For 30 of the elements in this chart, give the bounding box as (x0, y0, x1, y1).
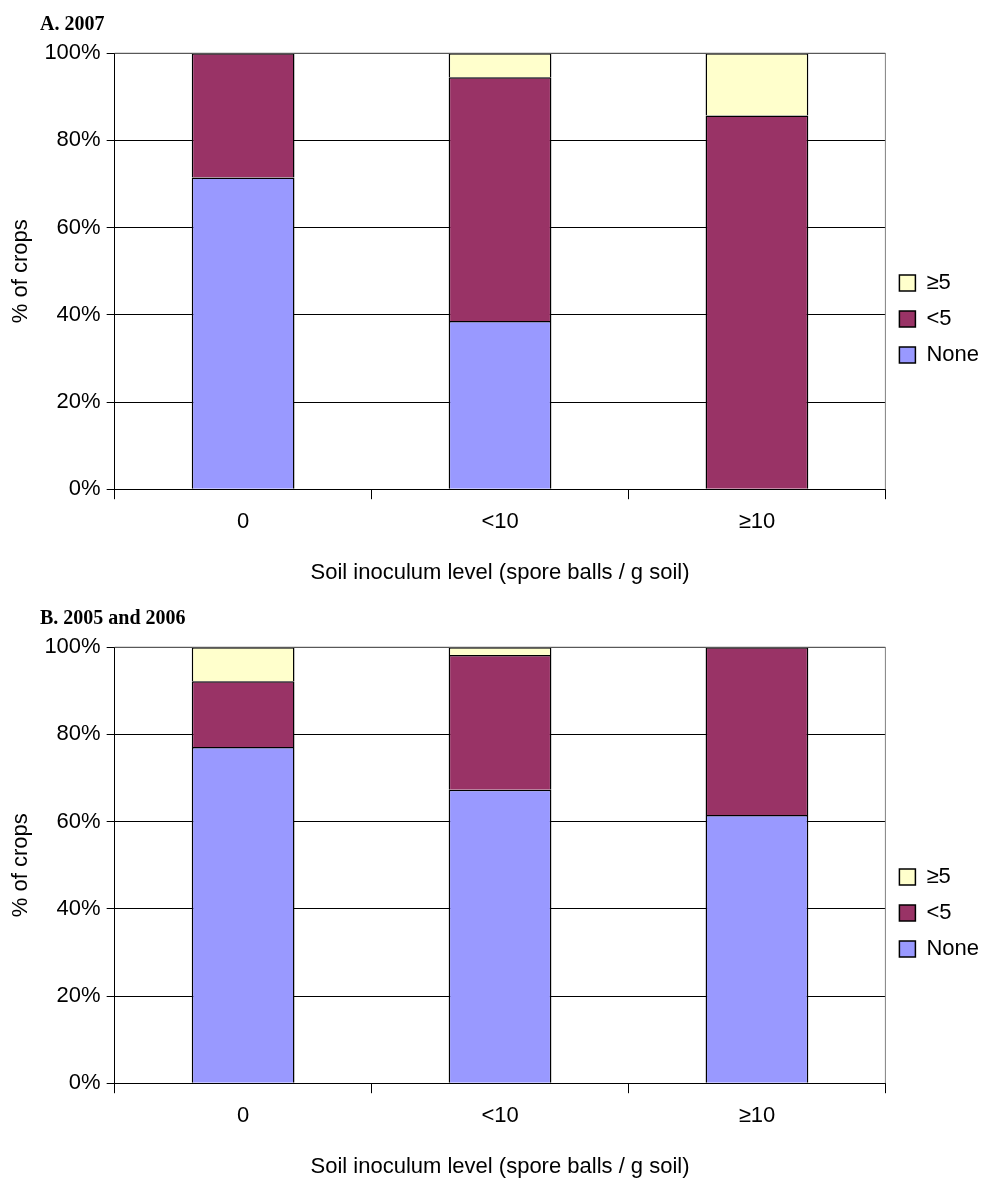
x-tick-label: <10 (481, 508, 519, 534)
y-axis-title: % of crops (7, 219, 33, 324)
legend-label: <5 (926, 305, 952, 331)
legend-label: ≥5 (926, 269, 951, 295)
x-tick-label: ≥10 (738, 508, 776, 534)
x-tick-label: 0 (237, 508, 250, 534)
x-axis-title: Soil inoculum level (spore balls / g soil) (310, 558, 690, 584)
chart-title: B. 2005 and 2006 (39, 605, 187, 628)
x-tick-label: ≥10 (738, 1102, 776, 1128)
y-tick-label: 100% (44, 39, 101, 65)
y-tick-label: 60% (56, 807, 101, 833)
y-tick-label: 80% (56, 720, 101, 746)
legend-label: None (926, 341, 979, 367)
y-tick-label: 60% (56, 213, 101, 239)
y-tick-label: 0% (68, 1069, 101, 1095)
y-tick-label: 40% (56, 894, 101, 920)
y-tick-label: 0% (68, 475, 101, 501)
y-tick-label: 80% (56, 126, 101, 152)
chart-title: A. 2007 (39, 11, 106, 34)
y-axis-title: % of crops (7, 813, 33, 918)
y-tick-label: 40% (56, 300, 101, 326)
y-tick-label: 20% (56, 982, 101, 1008)
x-axis-title: Soil inoculum level (spore balls / g soil) (310, 1152, 690, 1178)
x-tick-label: <10 (481, 1102, 519, 1128)
y-tick-label: 100% (44, 633, 101, 659)
x-tick-label: 0 (237, 1102, 250, 1128)
y-tick-label: 20% (56, 388, 101, 414)
legend-label: None (926, 935, 979, 961)
legend-label: ≥5 (926, 863, 951, 889)
legend-label: <5 (926, 899, 952, 925)
